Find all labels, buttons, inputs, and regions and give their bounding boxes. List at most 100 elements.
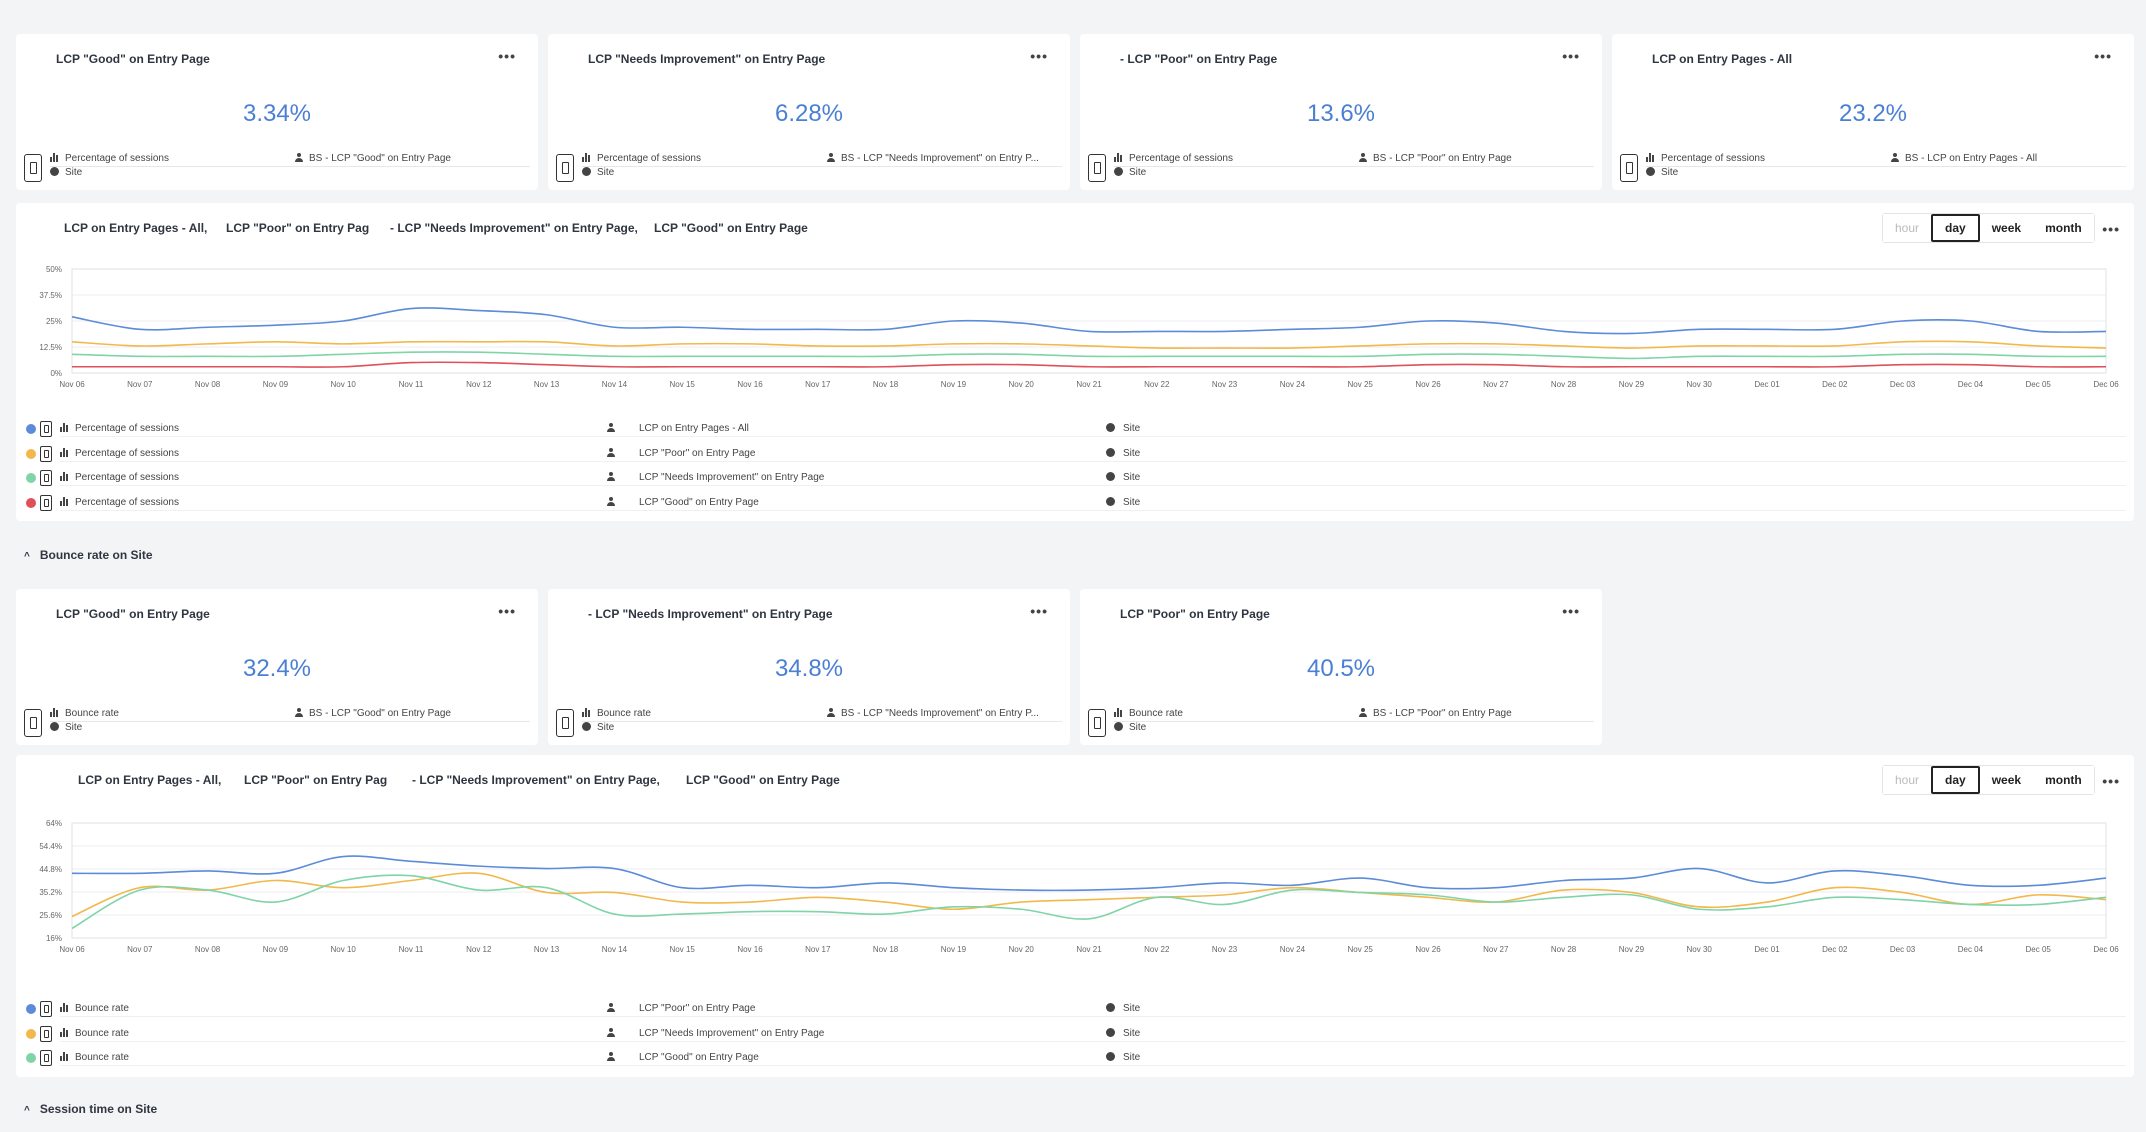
kpi-menu-button[interactable]: ••• [1030,48,1048,64]
x-tick-label: Nov 18 [873,945,899,954]
legend-row[interactable]: Percentage of sessions LCP on Entry Page… [26,421,2126,439]
y-tick-label: 12.5% [39,343,62,352]
kpi-title: LCP "Needs Improvement" on Entry Page [588,52,826,66]
chart-title-part: LCP "Poor" on Entry Pag [244,773,388,787]
globe-icon [50,722,59,731]
granularity-hour-button[interactable]: hour [1883,214,1932,242]
series-line [71,340,2107,349]
kpi-value: 3.34% [242,100,312,127]
x-tick-label: Nov 21 [1076,945,1102,954]
granularity-toggle: hour day week month [1882,213,2095,243]
legend-scope: Site [1123,496,1141,508]
globe-icon [1114,722,1123,731]
x-tick-label: Nov 30 [1687,945,1713,954]
segment-icon [606,423,615,432]
granularity-day-button[interactable]: day [1931,766,1980,794]
kpi-footer-row: Site [582,722,1062,736]
kpi-menu-button[interactable]: ••• [498,48,516,64]
device-icon [40,470,52,486]
kpi-menu-button[interactable]: ••• [2094,48,2112,64]
legend-metric: Bounce rate [75,1027,129,1039]
bar-chart-icon [1646,153,1655,162]
bar-chart-icon [60,1027,69,1037]
kpi-footer-row: Site [1114,722,1594,736]
granularity-month-button[interactable]: month [2033,766,2094,794]
y-tick-label: 54.4% [39,842,62,851]
series-line [71,351,2107,360]
segment-icon [826,708,835,717]
kpi-menu-button[interactable]: ••• [1030,603,1048,619]
device-icon [40,1050,52,1066]
legend-row[interactable]: Percentage of sessions LCP "Poor" on Ent… [26,445,2126,464]
x-tick-label: Nov 13 [534,945,560,954]
x-tick-label: Nov 17 [805,945,831,954]
granularity-week-button[interactable]: week [1979,214,2034,242]
x-tick-label: Nov 22 [1144,380,1170,389]
legend-metric: Percentage of sessions [75,447,179,459]
chart-card-bounce: LCP on Entry Pages - All, LCP "Poor" on … [16,755,2134,1077]
x-tick-label: Nov 19 [941,945,967,954]
series-line [72,361,2107,368]
kpi-segment: BS - LCP "Needs Improvement" on Entry P.… [841,153,1039,164]
x-tick-label: Nov 12 [466,380,492,389]
device-icon [556,709,574,737]
granularity-month-button[interactable]: month [2033,214,2094,242]
legend-row[interactable]: Percentage of sessions LCP "Needs Improv… [26,470,2126,488]
kpi-value: 34.8% [774,655,844,682]
granularity-hour-button[interactable]: hour [1883,766,1932,794]
x-tick-label: Nov 27 [1483,380,1509,389]
kpi-title: LCP on Entry Pages - All [1652,52,1793,66]
kpi-footer-row: Bounce rate BS - LCP "Needs Improvement"… [582,708,1062,722]
legend-row[interactable]: Percentage of sessions LCP "Good" on Ent… [26,494,2126,513]
chart-menu-button[interactable]: ••• [2102,221,2120,237]
bar-chart-icon [60,1003,69,1012]
x-tick-label: Nov 23 [1212,945,1238,954]
x-tick-label: Dec 02 [1822,380,1848,389]
device-icon [24,709,42,737]
kpi-footer-row: Percentage of sessions BS - LCP "Good" o… [50,153,530,167]
device-icon [1620,154,1638,182]
kpi-card: LCP "Good" on Entry Page ••• 3.34% Perce… [16,34,538,190]
x-tick-label: Dec 03 [1890,380,1916,389]
bar-chart-icon [1114,153,1123,162]
chevron-up-icon: ^ [24,551,30,562]
chart-card-lcp: LCP on Entry Pages - All, LCP "Poor" on … [16,203,2134,521]
segment-icon [1358,708,1367,717]
legend-segment: LCP "Needs Improvement" on Entry Page [639,472,825,483]
x-tick-label: Dec 04 [1958,945,1984,954]
x-tick-label: Dec 04 [1958,380,1984,389]
kpi-segment: BS - LCP "Good" on Entry Page [309,153,451,164]
kpi-footer-row: Percentage of sessions BS - LCP on Entry… [1646,153,2126,167]
kpi-scope: Site [597,167,615,178]
series-line [71,872,2107,918]
globe-icon [582,167,591,176]
kpi-footer-row: Bounce rate BS - LCP "Good" on Entry Pag… [50,708,530,722]
kpi-footer: Bounce rate BS - LCP "Good" on Entry Pag… [24,707,530,737]
x-tick-label: Nov 15 [670,380,696,389]
legend-row[interactable]: Bounce rate LCP "Needs Improvement" on E… [26,1025,2126,1044]
chart-menu-button[interactable]: ••• [2102,773,2120,789]
kpi-footer-row: Site [582,167,1062,181]
granularity-day-button[interactable]: day [1931,214,1980,242]
series-color-dot [26,473,36,483]
kpi-footer-row: Site [50,167,530,181]
plot-frame [71,268,2107,374]
kpi-menu-button[interactable]: ••• [1562,48,1580,64]
device-icon [1088,154,1106,182]
legend-scope: Site [1123,1052,1141,1063]
kpi-scope: Site [597,722,615,733]
x-tick-label: Nov 10 [331,380,357,389]
x-tick-label: Nov 25 [1348,945,1374,954]
x-tick-label: Dec 06 [2093,945,2119,954]
device-icon [40,1001,52,1017]
legend-row[interactable]: Bounce rate LCP "Poor" on Entry Page Sit… [26,1001,2126,1019]
section-toggle-bounce[interactable]: ^ Bounce rate on Site [24,548,153,562]
kpi-card: LCP "Needs Improvement" on Entry Page ••… [548,34,1070,190]
series-color-dot [26,448,36,459]
legend-row[interactable]: Bounce rate LCP "Good" on Entry Page Sit… [26,1050,2126,1068]
section-toggle-session[interactable]: ^ Session time on Site [24,1102,157,1116]
kpi-menu-button[interactable]: ••• [498,603,516,619]
legend-segment: LCP "Poor" on Entry Page [639,1003,756,1014]
granularity-week-button[interactable]: week [1979,766,2034,794]
kpi-menu-button[interactable]: ••• [1562,603,1580,619]
